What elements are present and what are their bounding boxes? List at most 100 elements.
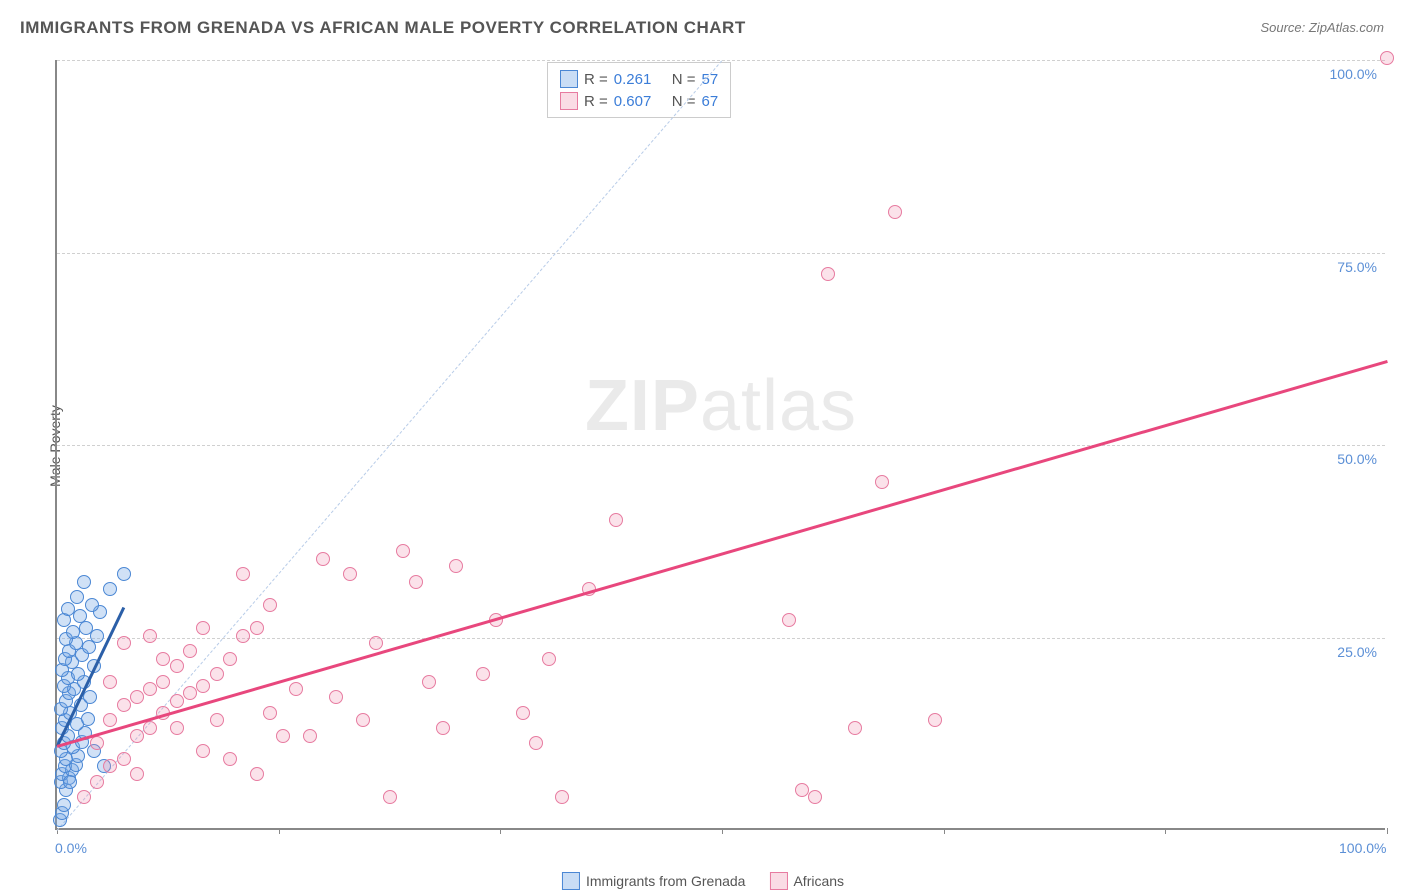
y-tick-label: 75.0% [1337,259,1377,275]
data-point [196,744,210,758]
data-point [383,790,397,804]
data-point [90,736,104,750]
x-tick [279,828,280,834]
legend-swatch [769,872,787,890]
x-tick-label: 0.0% [55,840,87,856]
data-point [609,513,623,527]
x-tick [722,828,723,834]
data-point [156,675,170,689]
data-point [223,752,237,766]
data-point [396,544,410,558]
data-point [117,636,131,650]
data-point [808,790,822,804]
data-point [117,567,131,581]
x-tick [1387,828,1388,834]
data-point [103,759,117,773]
data-point [81,712,95,726]
data-point [795,783,809,797]
n-value: 67 [702,93,719,110]
data-point [170,659,184,673]
data-point [276,729,290,743]
data-point [316,552,330,566]
data-point [117,752,131,766]
x-tick [944,828,945,834]
data-point [821,267,835,281]
data-point [143,629,157,643]
data-point [183,644,197,658]
data-point [117,698,131,712]
x-tick [500,828,501,834]
data-point [156,652,170,666]
legend-item: Immigrants from Grenada [562,872,746,890]
data-point [782,613,796,627]
x-tick-label: 100.0% [1339,840,1386,856]
data-point [303,729,317,743]
data-point [263,598,277,612]
data-point [848,721,862,735]
data-point [183,686,197,700]
data-point [77,575,91,589]
data-point [529,736,543,750]
data-point [369,636,383,650]
data-point [928,713,942,727]
r-value: 0.261 [614,71,666,88]
plot-area: ZIPatlas R =0.261N =57R =0.607N =67 25.0… [55,60,1385,830]
data-point [555,790,569,804]
data-point [103,675,117,689]
x-tick [1165,828,1166,834]
data-point [90,775,104,789]
stats-legend-row: R =0.607N =67 [560,90,718,112]
data-point [516,706,530,720]
data-point [63,775,77,789]
data-point [83,690,97,704]
data-point [85,598,99,612]
data-point [409,575,423,589]
data-point [57,798,71,812]
data-point [223,652,237,666]
data-point [143,721,157,735]
watermark-light: atlas [700,366,857,446]
data-point [1380,51,1394,65]
data-point [130,767,144,781]
gridline [57,253,1385,254]
trend-line [57,360,1388,747]
y-tick-label: 25.0% [1337,644,1377,660]
series-legend: Immigrants from Grenada Africans [562,872,844,890]
data-point [343,567,357,581]
data-point [143,682,157,696]
data-point [542,652,556,666]
data-point [236,629,250,643]
gridline [57,638,1385,639]
legend-swatch [562,872,580,890]
data-point [103,713,117,727]
data-point [130,729,144,743]
data-point [436,721,450,735]
data-point [66,625,80,639]
chart-title: IMMIGRANTS FROM GRENADA VS AFRICAN MALE … [20,18,746,38]
data-point [130,690,144,704]
stats-legend-row: R =0.261N =57 [560,68,718,90]
legend-label: Immigrants from Grenada [586,873,746,889]
data-point [170,694,184,708]
data-point [73,609,87,623]
data-point [263,706,277,720]
source-name: ZipAtlas.com [1309,20,1384,35]
legend-label: Africans [793,873,844,889]
data-point [70,590,84,604]
data-point [250,767,264,781]
data-point [196,679,210,693]
data-point [210,667,224,681]
data-point [329,690,343,704]
data-point [250,621,264,635]
data-point [289,682,303,696]
y-tick-label: 50.0% [1337,451,1377,467]
source-prefix: Source: [1260,20,1308,35]
data-point [875,475,889,489]
watermark: ZIPatlas [585,365,857,447]
watermark-bold: ZIP [585,366,700,446]
stats-legend: R =0.261N =57R =0.607N =67 [547,62,731,118]
data-point [422,675,436,689]
data-point [210,713,224,727]
legend-item: Africans [769,872,844,890]
data-point [103,582,117,596]
